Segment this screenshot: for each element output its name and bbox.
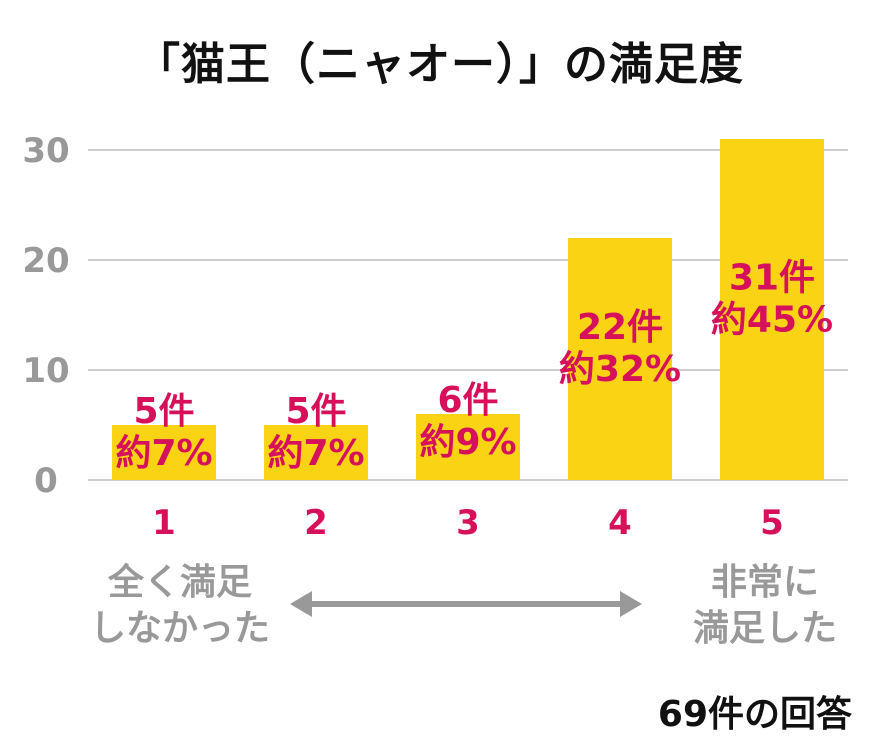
x-tick-label: 1 [152,503,176,543]
bar-percent-label: 約32% [559,349,681,390]
x-tick-label: 3 [456,503,480,543]
bar-percent-label: 約45% [711,300,833,341]
bar-count-label: 22件 [577,307,663,348]
scale-arrow [290,591,642,617]
bar [720,139,824,480]
bar [568,238,672,480]
x-axis-ticks: 1 2 3 4 5 [152,503,784,543]
bar [112,425,216,480]
scale-high-line-2: 満足した [692,608,837,649]
arrow-left-icon [290,591,312,617]
bar-count-label: 5件 [285,391,346,432]
x-tick-label: 2 [304,503,328,543]
bar [264,425,368,480]
bar-count-label: 5件 [133,391,194,432]
y-tick-label: 30 [22,131,69,171]
bars [112,139,824,480]
bar [416,414,520,480]
bar-count-label: 31件 [729,258,815,299]
arrow-right-icon [620,591,642,617]
scale-low-line-2: しなかった [89,608,270,649]
x-tick-label: 5 [760,503,784,543]
x-tick-label: 4 [608,503,632,543]
bar-count-label: 6件 [437,380,498,421]
y-tick-label: 10 [22,351,69,391]
scale-low-caption: 全く満足 しなかった [80,560,280,652]
scale-low-line-1: 全く満足 [107,562,252,603]
y-tick-label: 0 [34,461,58,501]
scale-high-caption: 非常に 満足した [670,560,860,652]
bar-percent-label: 約7% [267,433,364,474]
chart-title: 「猫王（ニャオー）」の満足度 [136,39,744,90]
bar-percent-label: 約9% [419,422,516,463]
response-count: 69件の回答 [657,694,852,735]
scale-high-line-1: 非常に [710,562,819,603]
y-axis-ticks: 0 10 20 30 [22,131,69,501]
y-tick-label: 20 [22,241,69,281]
bar-percent-label: 約7% [115,433,212,474]
